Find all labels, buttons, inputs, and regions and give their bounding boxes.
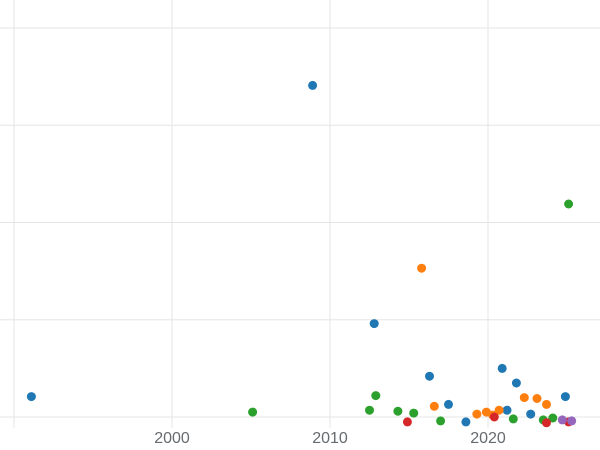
data-point-series-blue	[444, 399, 453, 409]
data-point-series-red	[402, 417, 412, 427]
data-point-series-orange	[494, 405, 504, 415]
data-point-series-blue	[560, 392, 570, 402]
data-point-series-blue	[497, 363, 507, 373]
data-point-series-green	[436, 416, 446, 426]
data-point-series-green	[508, 414, 518, 424]
data-point-series-green	[248, 407, 258, 417]
data-point-series-purple	[567, 416, 577, 426]
data-point-series-orange	[532, 394, 542, 403]
data-point-series-blue	[26, 392, 36, 402]
data-point-series-orange	[542, 399, 551, 409]
data-point-series-green	[548, 413, 558, 423]
data-point-series-purple	[557, 415, 567, 425]
data-point-series-green	[409, 408, 419, 418]
data-point-series-blue	[308, 80, 318, 90]
x-tick-label: 2000	[154, 430, 190, 447]
data-point-series-red	[542, 418, 551, 428]
data-point-series-orange	[472, 409, 482, 419]
data-point-series-red	[489, 412, 499, 422]
data-point-series-blue	[502, 405, 512, 415]
data-point-series-orange	[519, 393, 529, 403]
data-point-series-green	[365, 405, 374, 415]
data-point-series-blue	[425, 371, 434, 381]
x-tick-label: 2020	[470, 430, 506, 447]
data-point-series-blue	[511, 378, 521, 388]
data-point-series-orange	[417, 263, 427, 273]
data-point-series-blue	[526, 409, 536, 419]
data-point-series-blue	[369, 319, 379, 329]
x-tick-label: 2010	[312, 430, 348, 447]
data-point-series-orange	[429, 401, 439, 411]
data-point-series-green	[393, 406, 403, 416]
data-point-series-green	[371, 391, 381, 401]
data-point-series-blue	[461, 417, 471, 427]
data-point-series-green	[564, 199, 574, 209]
